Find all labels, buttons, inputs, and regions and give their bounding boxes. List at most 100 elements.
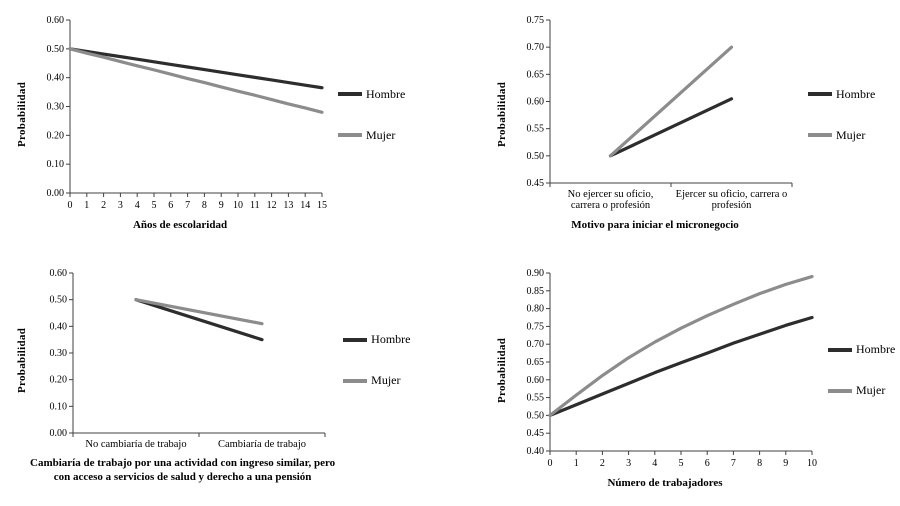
svg-text:5: 5: [152, 200, 157, 211]
hombre-line-swatch: [828, 347, 852, 352]
svg-text:Cambiaría de trabajo: Cambiaría de trabajo: [218, 439, 306, 450]
svg-text:0.30: 0.30: [49, 348, 67, 359]
svg-text:0.00: 0.00: [47, 188, 65, 199]
svg-text:2: 2: [101, 200, 106, 211]
svg-text:4: 4: [135, 200, 140, 211]
svg-text:6: 6: [705, 458, 710, 469]
svg-text:0.75: 0.75: [527, 15, 545, 26]
legend-label-mujer: Mujer: [836, 127, 866, 142]
svg-text:0.55: 0.55: [527, 393, 545, 404]
legend-label-hombre: Hombre: [856, 342, 896, 356]
svg-text:7: 7: [185, 200, 190, 211]
svg-text:9: 9: [219, 200, 224, 211]
svg-text:2: 2: [600, 458, 605, 469]
legend-label-hombre: Hombre: [366, 86, 406, 101]
mujer-line-swatch: [828, 388, 852, 393]
line-chart-cambiaria: 0.00 0.10 0.20 0.30 0.40 0.50 0.60 No cambiaría…: [49, 268, 326, 450]
svg-text:0.70: 0.70: [527, 42, 545, 53]
legend-label-mujer: Mujer: [371, 373, 401, 387]
svg-text:10: 10: [807, 458, 817, 469]
svg-text:3: 3: [118, 200, 123, 211]
svg-text:0.60: 0.60: [527, 375, 545, 386]
y-axis-title: Probabilidad: [16, 327, 28, 393]
legend-item-mujer: Mujer: [828, 383, 895, 398]
plot-column: 0.00 0.10 0.20 0.30 0.40 0.50 0.60 0 1 2 3 4 5 6 7 8 9 10…: [30, 12, 330, 233]
legend-label-hombre: Hombre: [371, 332, 411, 346]
legend-label-mujer: Mujer: [366, 127, 396, 142]
x-axis-title: Motivo para iniciar el micronegocio: [571, 219, 739, 231]
chart-cell-cambiaria: Probabilidad 0.00 0.10 0.20 0.30 0.40 0.50 0.6…: [0, 253, 450, 506]
svg-text:4: 4: [652, 458, 657, 469]
hombre-line-swatch: [343, 337, 368, 342]
legend-item-mujer: Mujer: [343, 373, 410, 388]
plot-column: 0.40 0.45 0.50 0.55 0.60 0.65 0.70 0.75 0.80 0.85…: [510, 265, 820, 491]
svg-text:0.40: 0.40: [527, 446, 545, 457]
legend-item-mujer: Mujer: [338, 128, 405, 143]
svg-text:0.20: 0.20: [49, 375, 67, 386]
svg-text:0.30: 0.30: [47, 102, 65, 113]
legend-item-hombre: Hombre: [343, 332, 411, 347]
line-chart-motivo: 0.45 0.50 0.55 0.60 0.65 0.70 0.75 No ejercer s…: [527, 15, 793, 211]
legend: Hombre Mujer: [343, 265, 411, 455]
svg-text:12: 12: [267, 200, 277, 211]
mujer-line-swatch: [338, 133, 362, 137]
svg-text:1: 1: [84, 200, 89, 211]
svg-text:8: 8: [202, 200, 207, 211]
legend-item-hombre: Hombre: [828, 342, 895, 357]
legend-item-hombre: Hombre: [808, 87, 875, 102]
svg-text:0.65: 0.65: [527, 357, 545, 368]
x-axis-title: Años de escolaridad: [132, 219, 228, 231]
svg-text:No cambiaría de trabajo: No cambiaría de trabajo: [85, 439, 186, 450]
legend-label-hombre: Hombre: [836, 86, 876, 101]
svg-text:0.50: 0.50: [47, 44, 65, 55]
svg-text:5: 5: [679, 458, 684, 469]
svg-text:0: 0: [68, 200, 73, 211]
plot-column: 0.00 0.10 0.20 0.30 0.40 0.50 0.60 No cambiaría…: [30, 265, 335, 485]
svg-text:7: 7: [731, 458, 736, 469]
svg-text:0.75: 0.75: [527, 321, 545, 332]
svg-text:0.20: 0.20: [47, 130, 65, 141]
hombre-line-swatch: [338, 92, 362, 96]
y-axis-title: Probabilidad: [496, 81, 508, 148]
legend: Hombre Mujer: [828, 265, 895, 475]
svg-text:0.45: 0.45: [527, 178, 545, 189]
y-axis-title: Probabilidad: [16, 81, 28, 148]
svg-text:0: 0: [548, 458, 553, 469]
svg-text:9: 9: [783, 458, 788, 469]
svg-text:0.10: 0.10: [49, 401, 67, 412]
svg-text:10: 10: [233, 200, 243, 211]
svg-text:0.80: 0.80: [527, 304, 545, 315]
svg-text:0.00: 0.00: [49, 428, 67, 439]
svg-text:Ejercer su oficio, carrera opr: Ejercer su oficio, carrera o profesión: [676, 189, 788, 211]
svg-text:13: 13: [283, 200, 293, 211]
svg-text:0.60: 0.60: [527, 97, 545, 108]
svg-text:0.90: 0.90: [527, 268, 545, 279]
chart-cell-trabajadores: Probabilidad 0.40 0.45 0.50 0.55 0.60 0.65 0.7…: [450, 253, 900, 506]
line-chart-escolaridad: 0.000.100.200.300.400.500.600 1 2 3 4 5 6 7 8 9 10…: [47, 15, 328, 211]
svg-text:No ejercer su oficio,carrera o: No ejercer su oficio, carrera o profesión: [568, 189, 654, 211]
svg-text:0.60: 0.60: [49, 268, 67, 279]
legend-item-hombre: Hombre: [338, 87, 405, 102]
svg-text:0.50: 0.50: [49, 295, 67, 306]
chart-cell-escolaridad: Probabilidad 0.00 0.10 0.20 0.30 0.40 0.50 0.6…: [0, 0, 450, 253]
x-axis-title: Cambiaría de trabajo por una actividad c…: [30, 457, 336, 483]
hombre-line-swatch: [808, 92, 832, 96]
svg-text:1: 1: [574, 458, 579, 469]
svg-text:3: 3: [626, 458, 631, 469]
svg-text:0.45: 0.45: [527, 428, 545, 439]
svg-text:14: 14: [300, 200, 310, 211]
legend-label-mujer: Mujer: [856, 383, 886, 397]
plot-column: 0.45 0.50 0.55 0.60 0.65 0.70 0.75 No ejercer s…: [510, 12, 800, 233]
legend: Hombre Mujer: [808, 12, 875, 217]
svg-text:0.60: 0.60: [47, 15, 65, 26]
svg-text:0.70: 0.70: [527, 339, 545, 350]
svg-text:0.85: 0.85: [527, 286, 545, 297]
svg-text:0.40: 0.40: [47, 73, 65, 84]
x-axis-title: Número de trabajadores: [607, 477, 723, 489]
chart-cell-motivo: Probabilidad 0.45 0.50 0.55 0.60 0.65 0.70 0.7…: [450, 0, 900, 253]
svg-text:0.50: 0.50: [527, 151, 545, 162]
legend: Hombre Mujer: [338, 12, 405, 217]
svg-text:0.50: 0.50: [527, 410, 545, 421]
svg-text:15: 15: [317, 200, 327, 211]
